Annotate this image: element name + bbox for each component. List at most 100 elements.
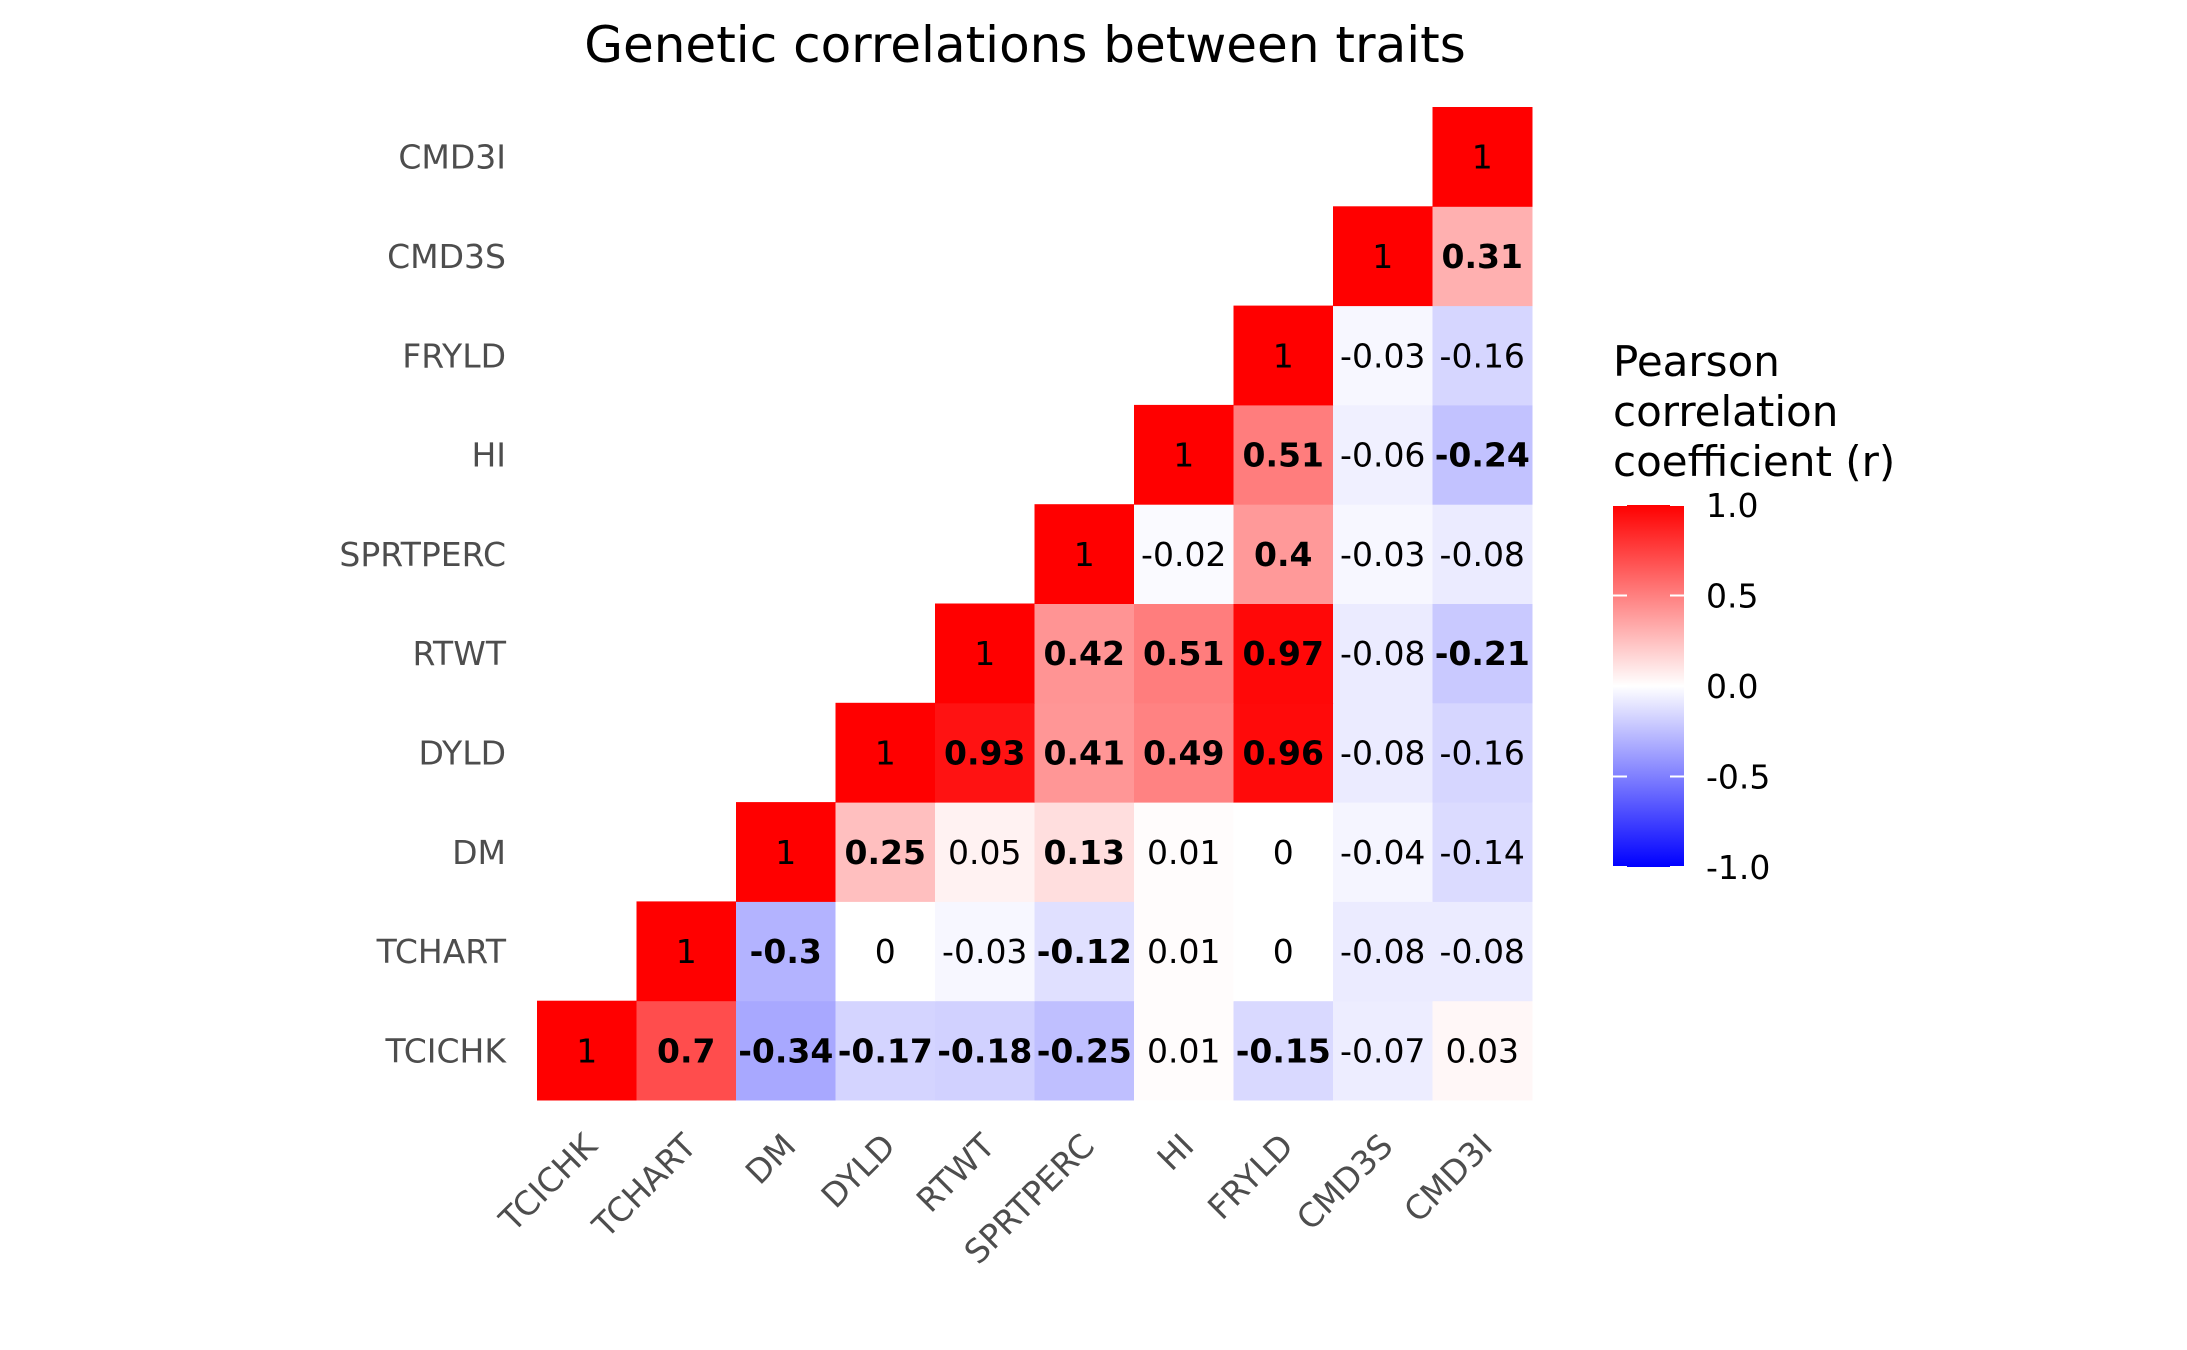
heatmap-cell-sprtperc-rtwt bbox=[1034, 603, 1135, 704]
legend-title-line-3: coefficient (r) bbox=[1613, 437, 1895, 486]
legend-tick-label: 0.5 bbox=[1706, 577, 1758, 616]
cell-value-label: -0.04 bbox=[1340, 833, 1425, 872]
heatmap-cell-dyld-dyld bbox=[835, 702, 936, 803]
y-tick-label-fryld: FRYLD bbox=[402, 336, 506, 375]
x-tick-label-tchart: TCHART bbox=[584, 1125, 704, 1245]
cell-value-label: -0.16 bbox=[1440, 733, 1525, 772]
heatmap-cell-cmd3s-fryld bbox=[1333, 305, 1433, 406]
cell-value-label: -0.18 bbox=[937, 1031, 1032, 1070]
chart-title: Genetic correlations between traits bbox=[584, 16, 1466, 74]
cell-value-label: 0.42 bbox=[1044, 634, 1125, 673]
cell-value-label: 1 bbox=[1173, 436, 1194, 475]
y-tick-label-cmd3s: CMD3S bbox=[387, 237, 506, 276]
heatmap-cell-hi-hi bbox=[1134, 404, 1234, 505]
heatmap-cell-sprtperc-tcichk bbox=[1034, 1000, 1135, 1101]
x-tick-label-fryld: FRYLD bbox=[1200, 1126, 1301, 1227]
heatmap-cell-cmd3i-tchart bbox=[1432, 901, 1533, 1002]
heatmap-cell-cmd3i-rtwt bbox=[1432, 603, 1533, 704]
heatmap-cell-cmd3s-dm bbox=[1333, 802, 1433, 902]
heatmap-cell-cmd3i-dm bbox=[1432, 802, 1533, 902]
heatmap-cell-dyld-dm bbox=[835, 802, 936, 902]
cell-value-label: 1 bbox=[676, 932, 697, 971]
legend-tick-label: -0.5 bbox=[1706, 758, 1770, 797]
cell-value-label: 0.51 bbox=[1243, 436, 1324, 475]
heatmap-cell-cmd3s-tchart bbox=[1333, 901, 1433, 1002]
heatmap-cell-rtwt-dm bbox=[935, 802, 1035, 902]
cell-value-label: -0.08 bbox=[1440, 535, 1525, 574]
heatmap-cell-sprtperc-dm bbox=[1034, 802, 1135, 902]
heatmap-cell-dyld-tcichk bbox=[835, 1000, 936, 1101]
cell-value-label: 0.05 bbox=[948, 833, 1021, 872]
cell-value-label: -0.14 bbox=[1440, 833, 1525, 872]
cell-value-label: 0.31 bbox=[1442, 237, 1523, 276]
heatmap-cell-cmd3s-rtwt bbox=[1333, 603, 1433, 704]
cell-value-label: -0.12 bbox=[1037, 932, 1132, 971]
legend-tick-label: -1.0 bbox=[1706, 848, 1770, 887]
cell-value-label: -0.16 bbox=[1440, 336, 1525, 375]
heatmap-cell-hi-tchart bbox=[1134, 901, 1234, 1002]
heatmap-cell-tcichk-tcichk bbox=[537, 1000, 637, 1101]
y-tick-label-dm: DM bbox=[452, 833, 506, 872]
heatmap-cell-hi-rtwt bbox=[1134, 603, 1234, 704]
cell-value-label: -0.08 bbox=[1340, 932, 1425, 971]
x-tick-label-dyld: DYLD bbox=[813, 1126, 902, 1215]
cell-value-label: 1 bbox=[576, 1031, 597, 1070]
cell-value-label: 1 bbox=[1074, 535, 1095, 574]
heatmap-cell-cmd3i-sprtperc bbox=[1432, 504, 1533, 604]
cell-value-label: 0 bbox=[1273, 833, 1294, 872]
cell-value-label: -0.02 bbox=[1141, 535, 1226, 574]
x-tick-label-rtwt: RTWT bbox=[909, 1125, 1003, 1219]
heatmap-cell-fryld-fryld bbox=[1233, 305, 1334, 406]
x-tick-label-tcichk: TCICHK bbox=[491, 1125, 605, 1239]
legend-ticks: 1.0 0.5 0.0 -0.5 -1.0 bbox=[1613, 486, 1770, 887]
cell-value-label: -0.3 bbox=[750, 932, 822, 971]
cell-value-label: -0.07 bbox=[1340, 1031, 1425, 1070]
cell-value-label: -0.08 bbox=[1340, 733, 1425, 772]
x-tick-label-dm: DM bbox=[738, 1126, 804, 1192]
heatmap-cell-sprtperc-tchart bbox=[1034, 901, 1135, 1002]
cell-value-label: -0.06 bbox=[1340, 436, 1425, 475]
cell-value-label: 0 bbox=[1273, 932, 1294, 971]
heatmap-cell-dm-tcichk bbox=[736, 1000, 836, 1101]
heatmap-cell-fryld-tcichk bbox=[1233, 1000, 1334, 1101]
cell-value-label: 0.93 bbox=[944, 733, 1025, 772]
heatmap-cell-cmd3i-cmd3s bbox=[1432, 206, 1533, 307]
y-tick-label-tcichk: TCICHK bbox=[385, 1031, 508, 1070]
cell-value-label: -0.15 bbox=[1236, 1031, 1331, 1070]
heatmap-cell-fryld-dm bbox=[1233, 802, 1334, 902]
cell-value-label: -0.03 bbox=[1340, 336, 1425, 375]
y-tick-label-tchart: TCHART bbox=[376, 932, 507, 971]
heatmap-cell-hi-sprtperc bbox=[1134, 504, 1234, 604]
cell-value-label: 1 bbox=[1472, 138, 1493, 177]
heatmap-cell-cmd3i-hi bbox=[1432, 404, 1533, 505]
heatmap-cell-fryld-sprtperc bbox=[1233, 504, 1334, 604]
heatmap-cell-cmd3i-fryld bbox=[1432, 305, 1533, 406]
cell-value-label: 0.4 bbox=[1254, 535, 1312, 574]
cell-value-label: -0.25 bbox=[1037, 1031, 1132, 1070]
cell-value-label: -0.17 bbox=[838, 1031, 933, 1070]
x-tick-label-cmd3s: CMD3S bbox=[1289, 1126, 1401, 1238]
y-tick-label-hi: HI bbox=[471, 436, 506, 475]
cell-value-label: 0.25 bbox=[845, 833, 926, 872]
cell-value-label: 0.03 bbox=[1446, 1031, 1519, 1070]
heatmap-cell-cmd3s-sprtperc bbox=[1333, 504, 1433, 604]
cell-value-label: -0.24 bbox=[1435, 436, 1530, 475]
legend-title-line-1: Pearson bbox=[1613, 337, 1780, 386]
heatmap-cell-hi-tcichk bbox=[1134, 1000, 1234, 1101]
heatmap-cell-fryld-hi bbox=[1233, 404, 1334, 505]
cell-value-label: -0.21 bbox=[1435, 634, 1530, 673]
legend-tick-label: 1.0 bbox=[1706, 486, 1758, 525]
cell-value-label: -0.03 bbox=[1340, 535, 1425, 574]
cell-value-label: 1 bbox=[1372, 237, 1393, 276]
heatmap-cell-cmd3s-tcichk bbox=[1333, 1000, 1433, 1101]
heatmap-cell-hi-dyld bbox=[1134, 702, 1234, 803]
heatmap-cell-tchart-tchart bbox=[636, 901, 737, 1002]
cell-value-label: 0.49 bbox=[1143, 733, 1224, 772]
heatmap-cells: 1 0.7 -0.34 -0.17 -0.18 -0.25 0.01 -0.15 -0.07 0.… bbox=[537, 107, 1533, 1101]
y-tick-label-rtwt: RTWT bbox=[413, 634, 507, 673]
heatmap-cell-dm-dm bbox=[736, 802, 836, 902]
heatmap-cell-fryld-rtwt bbox=[1233, 603, 1334, 704]
cell-value-label: 1 bbox=[875, 733, 896, 772]
cell-value-label: 0.01 bbox=[1147, 1031, 1220, 1070]
